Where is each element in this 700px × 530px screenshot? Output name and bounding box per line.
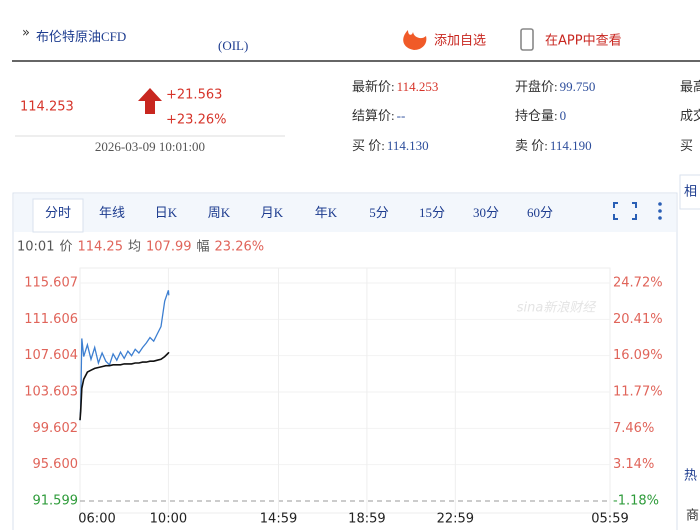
y2-tick-label: 11.77% [613, 385, 663, 400]
change: +21.563 [166, 88, 222, 103]
field-label: 卖 价: [515, 138, 548, 153]
tab[interactable]: 5分 [369, 205, 389, 220]
y2-tick-label: -1.18% [613, 494, 659, 509]
price-chart: 115.607 111.606 107.604 103.603 99.602 95.600… [24, 267, 663, 527]
field-label: 开盘价: [515, 79, 558, 94]
menu-icon[interactable] [658, 202, 662, 220]
field-value: 114.253 [397, 79, 439, 94]
open-app[interactable]: 在APP中查看 [545, 33, 622, 49]
field-label: 买 [680, 138, 693, 153]
field-label: 买 价: [352, 138, 385, 153]
x-tick-label: 18:59 [348, 512, 385, 527]
info-avg: 107.99 [146, 240, 192, 255]
field-label: 持仓量: [515, 108, 558, 123]
x-tick-label: 05:59 [591, 512, 628, 527]
tab[interactable]: 年线 [99, 205, 125, 220]
x-tick-label: 14:59 [260, 512, 297, 527]
phone-icon[interactable] [520, 28, 534, 51]
tab[interactable]: 15分 [419, 205, 445, 220]
field-value: -- [397, 108, 406, 123]
y2-tick-label: 24.72% [613, 276, 663, 291]
tab[interactable]: 30分 [473, 205, 499, 220]
info-line: 10:01 价 114.25 均 107.99 幅 23.26% [17, 240, 264, 255]
info-amp-label: 幅 [197, 240, 210, 255]
instrument-code: (OIL) [218, 38, 248, 53]
field-label: 成交 [680, 108, 700, 123]
y2-tick-label: 7.46% [613, 421, 654, 436]
tab[interactable]: 分时 [45, 205, 71, 220]
tab[interactable]: 日K [155, 205, 178, 220]
info-time: 10:01 [17, 240, 54, 255]
side-item: 商 [686, 509, 699, 524]
y-tick-label: 95.600 [33, 457, 79, 472]
price-line [79, 290, 170, 421]
info-amp: 23.26% [215, 240, 265, 255]
watermark: sina新浪财经 [517, 300, 598, 316]
y-tick-label: 115.607 [24, 276, 78, 291]
y-tick-label: 103.603 [24, 385, 78, 400]
y-tick-label: 111.606 [24, 312, 78, 327]
info-price-label: 价 [59, 240, 72, 255]
field-label: 最新价: [352, 79, 395, 94]
up-arrow [138, 88, 162, 114]
y-tick-label: 107.604 [24, 348, 78, 363]
field-label: 最高 [680, 79, 700, 94]
fullscreen-icon[interactable] [613, 202, 637, 220]
x-tick-label: 06:00 [78, 512, 115, 527]
field-value: 99.750 [560, 79, 596, 94]
y2-tick-label: 3.14% [613, 457, 654, 472]
y-tick-label: 91.599 [33, 494, 79, 509]
change-pct: +23.26% [166, 113, 226, 128]
y2-tick-label: 16.09% [613, 348, 663, 363]
field-value: 114.130 [387, 138, 429, 153]
tab[interactable]: 周K [208, 205, 231, 220]
tab[interactable]: 年K [315, 205, 338, 220]
fire-icon[interactable] [403, 30, 427, 50]
x-tick-label: 22:59 [437, 512, 474, 527]
tab[interactable]: 月K [261, 205, 284, 220]
tab-selected[interactable] [32, 198, 84, 233]
chart-panel [12, 192, 678, 530]
instrument-title: 布伦特原油CFD [36, 29, 126, 44]
x-tick-label: 10:00 [150, 512, 187, 527]
side-heading: 热 [684, 469, 697, 484]
field-value: 0 [560, 108, 567, 123]
tabs: 分时 年线 日K 周K 月K 年K 5分 15分 30分 60分 [32, 198, 553, 233]
add-watchlist[interactable]: 添加自选 [434, 34, 486, 49]
tab-bar [14, 194, 676, 232]
tab[interactable]: 60分 [527, 205, 553, 220]
side-heading: 相 [684, 185, 697, 200]
last-price: 114.253 [20, 100, 74, 115]
plot-frame [79, 267, 611, 514]
info-avg-label: 均 [128, 240, 141, 255]
field-value: 114.190 [550, 138, 592, 153]
info-price: 114.25 [77, 240, 123, 255]
bullet: » [22, 26, 30, 41]
price-line [79, 351, 170, 421]
quote-time: 2026-03-09 10:01:00 [95, 139, 205, 154]
side-panel [679, 174, 700, 210]
y-tick-label: 99.602 [33, 421, 79, 436]
y2-tick-label: 20.41% [613, 312, 663, 327]
field-label: 结算价: [352, 108, 395, 123]
